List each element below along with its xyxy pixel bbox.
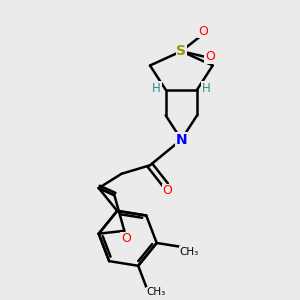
Text: O: O: [121, 232, 131, 245]
Text: S: S: [176, 44, 186, 58]
Text: N: N: [176, 133, 187, 147]
Text: H: H: [152, 82, 161, 95]
Text: O: O: [198, 25, 208, 38]
Text: CH₃: CH₃: [179, 247, 199, 256]
Text: CH₃: CH₃: [146, 287, 166, 297]
Text: H: H: [202, 82, 211, 95]
Text: O: O: [205, 50, 215, 63]
Text: O: O: [162, 184, 172, 197]
